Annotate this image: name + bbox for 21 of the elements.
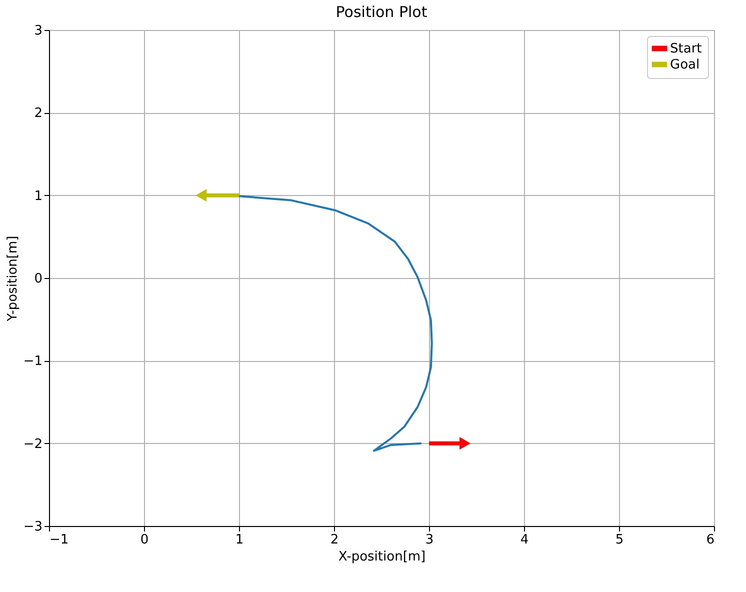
line-series [238, 195, 433, 452]
x-tick-label: 3 [425, 532, 434, 548]
x-tick-label: 1 [235, 532, 244, 548]
x-tick-label: 4 [520, 532, 529, 548]
legend-label: Start [670, 42, 702, 56]
y-tick-label: 0 [34, 272, 42, 286]
y-tick-label: −1 [23, 354, 42, 370]
y-tick-label: −2 [23, 436, 42, 452]
legend-label: Goal [670, 58, 700, 72]
y-tick-label: 1 [34, 188, 42, 204]
y-tick-label: 2 [34, 106, 42, 122]
x-tick-label: 2 [330, 532, 339, 548]
x-tick-label: 6 [706, 532, 714, 548]
y-tick-label: 3 [34, 24, 42, 38]
chart-title: Position Plot [336, 3, 428, 21]
x-axis-title: X-position[m] [338, 550, 426, 564]
y-tick-label: −3 [23, 520, 42, 534]
y-axis-title: Y-position[m] [5, 236, 20, 322]
x-tick-label: 5 [615, 532, 624, 548]
x-tick-label: −1 [50, 532, 69, 548]
x-tick-label: 0 [140, 532, 149, 548]
